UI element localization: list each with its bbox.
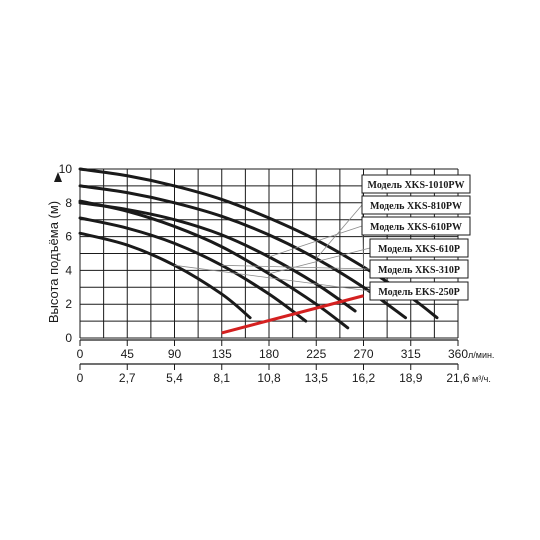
x-tick-label: 135 <box>212 347 232 361</box>
x-tick-label-secondary: 5,4 <box>166 371 183 385</box>
x-tick-label: 270 <box>353 347 373 361</box>
legend-label: Модель XKS-810PW <box>370 201 462 212</box>
curve-модель-eks-250p <box>78 231 252 320</box>
y-tick-label: 8 <box>65 196 72 210</box>
legend-leader-line <box>268 225 363 258</box>
y-tick-label: 10 <box>59 162 73 176</box>
x-tick-label: 180 <box>259 347 279 361</box>
y-tick-label: 6 <box>65 230 72 244</box>
y-axis-arrow-icon <box>54 172 62 182</box>
x-tick-label-secondary: 16,2 <box>352 371 376 385</box>
y-tick-label: 4 <box>65 263 72 277</box>
y-tick-label: 2 <box>65 297 72 311</box>
x-tick-label-secondary: 18,9 <box>399 371 423 385</box>
legend-leader-line <box>315 204 363 259</box>
limit-line <box>221 294 364 335</box>
x-tick-label-secondary: 13,5 <box>305 371 329 385</box>
curve-модель-xks-610p <box>78 199 350 330</box>
legend-leader-line <box>268 247 371 275</box>
legend-box <box>361 216 471 236</box>
y-axis-label: Высота подъёма (м) <box>46 201 61 323</box>
x-unit-primary: л/мин. <box>468 350 494 360</box>
legend-box <box>361 174 471 194</box>
curve-модель-xks-310p <box>78 216 308 323</box>
x-tick-label-secondary: 21,6 <box>446 371 470 385</box>
curve-модель-xks-810pw <box>78 184 407 320</box>
x-tick-label: 90 <box>168 347 182 361</box>
x-tick-label: 360 <box>448 347 468 361</box>
legend-label: Модель XKS-1010PW <box>368 180 465 191</box>
legend-box <box>369 238 469 258</box>
legend-box <box>369 281 469 301</box>
legend-label: Модель EKS-250P <box>378 287 459 298</box>
x-tick-label: 45 <box>121 347 135 361</box>
legend-label: Модель XKS-610P <box>378 244 460 255</box>
x-tick-label-secondary: 2,7 <box>119 371 136 385</box>
x-axis-secondary: 0 2,7 5,4 8,1 10,8 13,5 16,2 18,9 21,6 м³/ч. <box>77 371 491 385</box>
x-tick-label: 0 <box>77 347 84 361</box>
x-tick-label-secondary: 10,8 <box>257 371 281 385</box>
x-unit-secondary: м³/ч. <box>472 374 491 384</box>
legend-label: Модель XKS-310P <box>378 265 460 276</box>
x-tick-label-secondary: 0 <box>77 371 84 385</box>
x-tick-label-secondary: 8,1 <box>213 371 230 385</box>
legend-leader-line <box>221 264 371 270</box>
limit-line-group <box>221 294 364 335</box>
y-axis: 0 2 4 6 8 10 <box>59 162 73 345</box>
legend-label: Модель XKS-610PW <box>370 222 462 233</box>
legend-box <box>361 195 471 215</box>
legend-box <box>369 259 469 279</box>
legend-leader-line <box>174 264 371 292</box>
y-tick-label: 0 <box>65 331 72 345</box>
legend-leader-lines <box>174 183 371 292</box>
x-axis-primary: 0 45 90 135 180 225 270 315 360 л/мин. <box>77 347 495 361</box>
x-tick-label: 225 <box>306 347 326 361</box>
x-tick-label: 315 <box>401 347 421 361</box>
legend: Модель XKS-1010PW Модель XKS-810PW Модель … <box>361 174 471 301</box>
